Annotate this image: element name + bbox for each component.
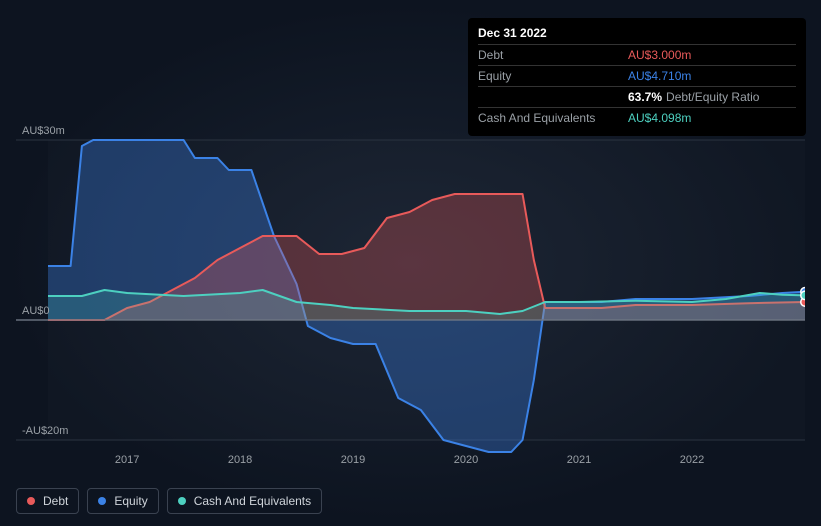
y-axis-label: -AU$20m: [22, 425, 68, 437]
x-axis-label: 2017: [115, 454, 139, 466]
chart-area[interactable]: AU$30m AU$0 -AU$20m 2017 2018 2019 2020 2021 202…: [16, 118, 805, 508]
tooltip-row: 63.7%Debt/Equity Ratio: [478, 86, 796, 107]
tooltip-row-value: AU$4.710m: [628, 69, 691, 83]
x-axis-label: 2018: [228, 454, 252, 466]
legend-item[interactable]: Debt: [16, 488, 79, 514]
tooltip-row-label: Equity: [478, 69, 628, 83]
tooltip-row: DebtAU$3.000m: [478, 44, 796, 65]
legend-label: Equity: [114, 494, 147, 508]
tooltip-ratio: 63.7%Debt/Equity Ratio: [628, 90, 759, 104]
legend-dot-icon: [27, 497, 35, 505]
y-axis-label: AU$0: [22, 305, 50, 317]
legend-label: Debt: [43, 494, 68, 508]
chart-legend: Debt Equity Cash And Equivalents: [16, 488, 322, 514]
x-axis-label: 2020: [454, 454, 478, 466]
tooltip-date: Dec 31 2022: [478, 26, 796, 44]
x-axis-label: 2022: [680, 454, 704, 466]
tooltip-row-label: [478, 90, 628, 104]
tooltip-row: EquityAU$4.710m: [478, 65, 796, 86]
tooltip-row-value: AU$3.000m: [628, 48, 691, 62]
legend-item[interactable]: Cash And Equivalents: [167, 488, 322, 514]
legend-dot-icon: [178, 497, 186, 505]
legend-label: Cash And Equivalents: [194, 494, 311, 508]
x-axis-label: 2019: [341, 454, 365, 466]
tooltip-row-label: Debt: [478, 48, 628, 62]
y-axis-label: AU$30m: [22, 125, 65, 137]
legend-item[interactable]: Equity: [87, 488, 158, 514]
x-axis-label: 2021: [567, 454, 591, 466]
legend-dot-icon: [98, 497, 106, 505]
chart-svg: [16, 118, 805, 478]
